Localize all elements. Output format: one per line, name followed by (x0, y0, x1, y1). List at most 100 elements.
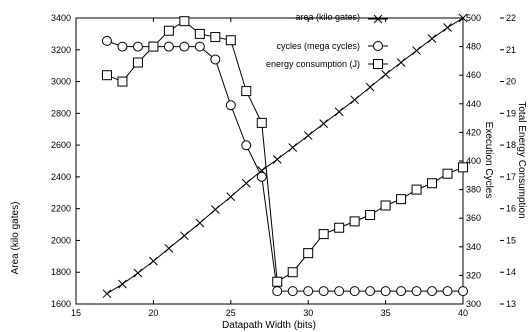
y-mid-tick-label: 380 (466, 185, 481, 195)
data-point-square (458, 162, 468, 173)
data-point-square (411, 184, 422, 195)
y-left-tick-label: 2200 (51, 204, 71, 214)
y-mid-tick-label: 500 (466, 13, 481, 23)
data-point-square (442, 168, 453, 179)
y-mid-tick-label: 420 (466, 127, 481, 137)
data-point-circle (287, 286, 298, 297)
data-point-x (241, 178, 251, 188)
data-point-square (256, 117, 267, 128)
y-right-tick-label: 14 (506, 267, 516, 277)
y-mid-tick-label: 440 (466, 99, 481, 109)
data-point-x (365, 82, 375, 92)
data-point-circle (132, 41, 143, 52)
data-point-circle (411, 286, 422, 297)
y-left-tick-label: 2800 (51, 108, 71, 118)
y-right-tick-label: 13 (506, 299, 516, 309)
data-point-square (132, 57, 143, 68)
data-point-circle (179, 41, 190, 52)
data-point-circle (272, 286, 283, 297)
data-point-x (350, 95, 359, 105)
legend-marker-energy (368, 59, 388, 69)
data-point-x (210, 205, 220, 214)
data-point-square (427, 178, 438, 189)
y-axis-right-ticks: 13 14 15 16 17 18 19 20 21 22 (500, 13, 516, 309)
data-point-x (381, 70, 390, 79)
data-point-square (179, 16, 190, 27)
data-point-square (318, 229, 329, 240)
data-point-square (194, 28, 205, 39)
y-mid-tick-label: 400 (466, 156, 481, 166)
y-left-tick-label: 1600 (51, 299, 71, 309)
y-right-tick-label: 18 (506, 140, 516, 150)
data-point-x (443, 23, 452, 32)
y-mid-tick-label: 320 (466, 270, 481, 280)
data-point-circle (396, 286, 407, 297)
x-tick-label: 20 (148, 308, 158, 318)
data-point-circle (117, 41, 128, 52)
data-point-circle (334, 286, 345, 297)
x-tick-label: 15 (71, 308, 81, 318)
data-point-circle (427, 286, 438, 297)
legend-label-energy: energy consumption (J) (266, 59, 360, 69)
y-right-tick-label: 19 (506, 108, 516, 118)
data-point-square (380, 200, 391, 211)
series-layer (101, 13, 468, 299)
y-right-tick-label: 17 (506, 172, 516, 182)
data-point-circle (303, 286, 314, 297)
y-mid-tick-label: 460 (466, 70, 481, 80)
data-point-circle (256, 171, 267, 182)
data-point-x (303, 131, 313, 140)
data-point-square (287, 267, 298, 278)
data-point-circle (163, 41, 174, 52)
x-tick-label: 40 (458, 308, 468, 318)
y-right-tick-label: 16 (506, 204, 516, 214)
y-left-tick-label: 3400 (51, 13, 71, 23)
data-point-x (118, 279, 127, 289)
y-axis-left-ticks: 1600 1800 2000 2200 2400 2600 2800 3000 3200 3400 (51, 13, 80, 309)
y-axis-mid-ticks: 300 320 340 360 380 400 420 440 460 480 500 (459, 13, 481, 309)
data-point-x (334, 107, 344, 117)
y-mid-tick-label: 360 (466, 213, 481, 223)
data-point-square (210, 32, 221, 43)
data-point-x (458, 13, 468, 23)
y-left-tick-label: 2600 (51, 140, 71, 150)
x-tick-label: 35 (381, 308, 391, 318)
series-cycles (101, 35, 468, 297)
data-point-square (241, 86, 252, 97)
y-right-tick-label: 15 (506, 235, 516, 245)
data-point-square (225, 35, 236, 46)
series-area (102, 13, 468, 299)
series-line (106, 40, 463, 292)
data-point-x (427, 34, 437, 44)
data-point-circle (442, 286, 453, 297)
data-point-x (102, 289, 112, 299)
data-point-square (349, 216, 360, 227)
y-mid-tick-label: 480 (466, 42, 481, 52)
data-point-square (365, 210, 376, 221)
data-point-circle (194, 41, 205, 52)
y-axis-mid-label: Execution Cycles (483, 122, 494, 199)
data-point-x (396, 58, 406, 67)
data-point-circle (365, 286, 376, 297)
data-point-square (163, 25, 174, 36)
data-point-x (195, 218, 205, 228)
data-point-square (272, 276, 283, 287)
data-point-circle (318, 286, 329, 297)
data-point-x (164, 244, 174, 253)
data-point-square (396, 194, 407, 205)
y-right-tick-label: 22 (506, 13, 516, 23)
data-point-square (117, 76, 128, 87)
data-point-circle (380, 286, 391, 297)
data-point-square (148, 41, 159, 52)
data-point-x (288, 143, 298, 152)
legend-label-cycles: cycles (mega cycles) (276, 41, 360, 51)
y-left-tick-label: 3200 (51, 45, 71, 55)
legend-marker-area (368, 14, 388, 24)
x-tick-label: 30 (303, 308, 313, 318)
y-mid-tick-label: 340 (466, 242, 481, 252)
y-right-tick-label: 20 (506, 77, 516, 87)
y-axis-left-label: Area (kilo gates) (10, 202, 21, 275)
x-axis-label: Datapath Width (bits) (222, 320, 316, 331)
data-point-circle (458, 286, 468, 297)
